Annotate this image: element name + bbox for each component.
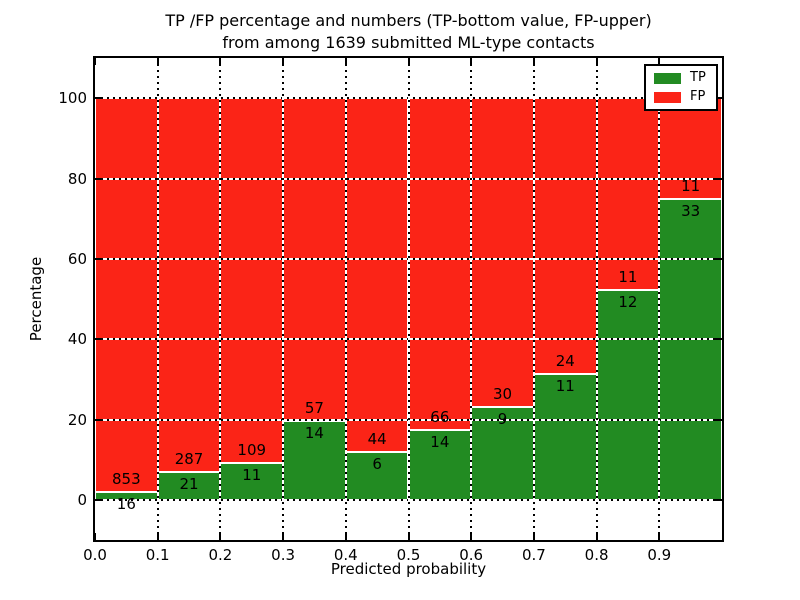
x-tick-bottom [156, 533, 159, 540]
x-tick-top [344, 58, 347, 65]
x-tick-top [94, 58, 96, 65]
tp-count-label: 14 [304, 423, 324, 442]
fp-count-label: 24 [555, 351, 575, 370]
x-tick-top [282, 58, 285, 65]
y-tick-label: 60 [67, 249, 87, 268]
gridline-vertical [532, 58, 535, 540]
tp-count-label: 12 [618, 293, 638, 312]
fp-count-label: 57 [304, 398, 324, 417]
bar-tp [533, 373, 597, 500]
tp-count-label: 33 [681, 201, 701, 220]
y-tick-left [95, 418, 102, 421]
gridline-vertical [344, 58, 347, 540]
bar-fp [533, 98, 597, 374]
x-tick-bottom [470, 533, 473, 540]
fp-count-label: 287 [174, 450, 204, 469]
x-tick-label: 0.2 [208, 546, 233, 564]
tp-count-label: 11 [242, 466, 262, 484]
x-tick-label: 0.8 [584, 546, 609, 564]
y-tick-right [715, 257, 722, 260]
x-tick-label: 0.5 [396, 546, 421, 564]
gridline-vertical [282, 58, 285, 540]
y-tick-label: 80 [67, 169, 87, 188]
x-tick-top [470, 58, 473, 65]
chart-title: TP /FP percentage and numbers (TP-bottom… [95, 10, 722, 54]
x-tick-label: 0.1 [145, 546, 170, 564]
legend-item-tp: TP [654, 71, 706, 85]
legend-swatch-fp [654, 91, 681, 103]
fp-count-label: 109 [237, 441, 267, 459]
gridline-vertical [470, 58, 473, 540]
tp-count-label: 21 [179, 475, 199, 494]
y-tick-right [715, 177, 722, 180]
fp-count-label: 30 [493, 385, 513, 404]
x-tick-bottom [219, 533, 222, 540]
legend-label-tp: TP [690, 70, 706, 85]
x-tick-bottom [282, 533, 285, 540]
gridline-vertical [595, 58, 598, 540]
y-tick-right [715, 498, 722, 501]
y-tick-right [715, 338, 722, 341]
bar-tp [659, 198, 722, 500]
x-tick-label: 0.6 [459, 546, 484, 564]
fp-count-label: 44 [367, 429, 387, 448]
y-tick-right [715, 97, 722, 100]
x-tick-top [595, 58, 598, 65]
y-tick-left [95, 257, 102, 260]
x-tick-label: 0.4 [333, 546, 358, 564]
fp-count-label: 66 [430, 407, 450, 426]
x-tick-top [532, 58, 535, 65]
y-tick-label: 0 [77, 490, 87, 509]
chart-title-line1: TP /FP percentage and numbers (TP-bottom… [165, 11, 652, 30]
gridline-vertical [407, 58, 410, 540]
bar-fp [408, 98, 472, 430]
legend-item-fp: FP [654, 90, 706, 104]
x-tick-bottom [595, 533, 598, 540]
bar-fp [157, 98, 221, 473]
y-axis-label: Percentage [27, 256, 45, 342]
x-tick-label: 0.9 [647, 546, 672, 564]
y-tick-right [715, 418, 722, 421]
x-tick-bottom [407, 533, 410, 540]
x-tick-bottom [532, 533, 535, 540]
bar-tp [596, 290, 660, 500]
gridline-vertical [219, 58, 222, 540]
legend-label-fp: FP [690, 89, 706, 104]
gridline-vertical [658, 58, 661, 540]
x-axis-label: Predicted probability [330, 560, 487, 578]
tp-count-label: 9 [497, 410, 508, 429]
tp-count-label: 16 [116, 495, 136, 514]
y-tick-label: 20 [67, 410, 87, 429]
legend: TP FP [644, 64, 718, 111]
x-tick-bottom [344, 533, 347, 540]
x-tick-bottom [94, 533, 96, 540]
chart-title-line2: from among 1639 submitted ML-type contac… [222, 33, 595, 52]
x-tick-top [156, 58, 159, 65]
bar-tp [345, 451, 409, 500]
fp-count-label: 11 [618, 268, 638, 287]
y-tick-left [95, 498, 102, 501]
tp-count-label: 11 [555, 376, 575, 395]
x-tick-top [219, 58, 222, 65]
y-tick-left [95, 338, 102, 341]
gridline-vertical [156, 58, 159, 540]
fp-count-label: 11 [681, 176, 701, 195]
y-tick-label: 100 [58, 89, 87, 108]
x-tick-label: 0.0 [83, 546, 107, 564]
tp-count-label: 14 [430, 432, 450, 451]
tp-count-label: 6 [372, 454, 382, 473]
x-tick-top [658, 58, 661, 65]
y-tick-label: 40 [67, 330, 87, 349]
y-tick-left [95, 97, 102, 100]
fp-count-label: 853 [112, 470, 141, 489]
x-tick-bottom [658, 533, 661, 540]
bar-fp [95, 98, 158, 493]
x-tick-label: 0.3 [271, 546, 296, 564]
bar-fp [345, 98, 409, 452]
y-tick-left [95, 177, 102, 180]
x-tick-label: 0.7 [521, 546, 546, 564]
x-tick-top [407, 58, 410, 65]
legend-swatch-tp [654, 72, 681, 84]
